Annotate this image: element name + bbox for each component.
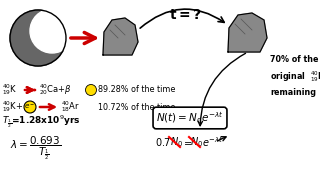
Text: 10.72% of the time: 10.72% of the time [98,102,175,111]
Polygon shape [103,18,138,55]
Text: $^{40}_{20}$Ca+$\beta$: $^{40}_{20}$Ca+$\beta$ [39,83,72,97]
Circle shape [24,101,36,113]
Text: $T_{\frac{1}{2}}$=1.28x10$^9$yrs: $T_{\frac{1}{2}}$=1.28x10$^9$yrs [2,114,81,130]
Text: 89.28% of the time: 89.28% of the time [98,86,175,94]
Text: $^{40}_{19}$K+: $^{40}_{19}$K+ [2,100,23,114]
Circle shape [85,84,97,96]
Text: $N(t)=N_0e^{-\lambda t}$: $N(t)=N_0e^{-\lambda t}$ [156,110,224,126]
Text: $e^-$: $e^-$ [24,103,36,111]
Text: $N_0$: $N_0$ [190,135,203,149]
Text: $^{40}_{18}$Ar: $^{40}_{18}$Ar [61,100,80,114]
Text: $\lambda=\dfrac{0.693}{T_{\frac{1}{2}}}$: $\lambda=\dfrac{0.693}{T_{\frac{1}{2}}}$ [10,134,61,162]
Circle shape [30,9,74,53]
Text: $=$: $=$ [182,137,193,147]
Text: $0.7$: $0.7$ [155,136,171,148]
Text: $e^{-\lambda t}$: $e^{-\lambda t}$ [202,135,223,149]
Text: $N_0$: $N_0$ [170,135,183,149]
Polygon shape [228,13,267,52]
FancyArrowPatch shape [140,9,224,28]
Circle shape [10,10,66,66]
Text: $^{40}_{19}$K: $^{40}_{19}$K [2,83,18,97]
Text: 70% of the
original  $^{40}_{19}$K
remaining: 70% of the original $^{40}_{19}$K remain… [270,55,320,97]
FancyArrowPatch shape [198,53,245,126]
Text: $\mathbf{t = ?}$: $\mathbf{t = ?}$ [169,8,202,22]
